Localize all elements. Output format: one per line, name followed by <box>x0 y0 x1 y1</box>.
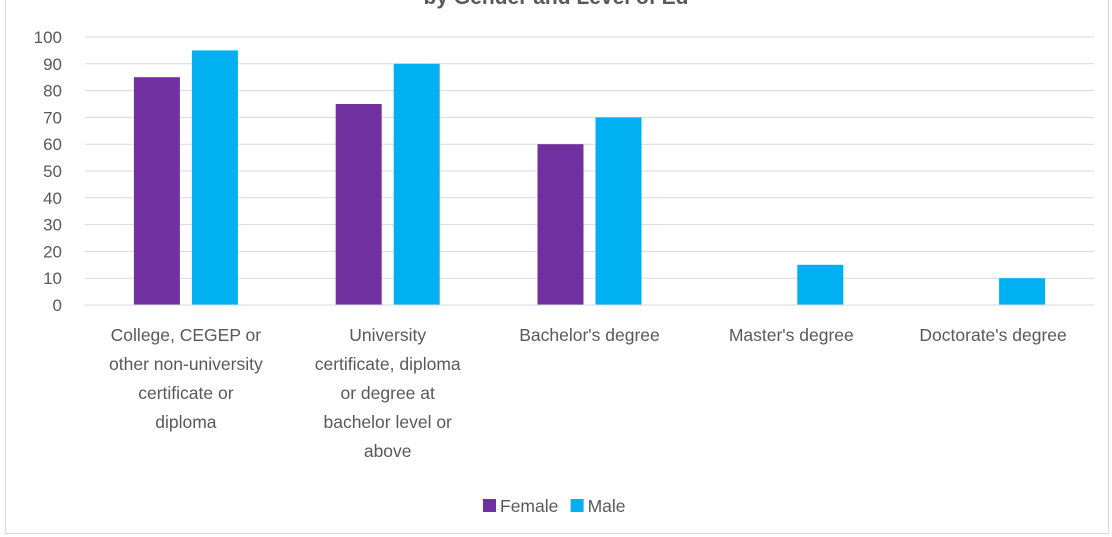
y-tick-label: 30 <box>43 216 62 235</box>
y-tick-label: 40 <box>43 189 62 208</box>
legend-swatch-female <box>483 499 496 512</box>
y-tick-label: 60 <box>43 135 62 154</box>
x-category-label: University <box>349 325 426 345</box>
bar-female <box>335 104 382 305</box>
y-tick-label: 20 <box>43 242 62 261</box>
chart-title: by Gender and Level of Ed <box>424 0 689 9</box>
chart-frame <box>5 0 1109 534</box>
x-category-label: Bachelor's degree <box>519 325 660 345</box>
x-category-label: College, CEGEP or <box>111 325 262 345</box>
x-category-label: certificate, diploma <box>315 354 461 374</box>
x-category-label: above <box>364 441 412 461</box>
bar-female <box>133 77 180 305</box>
bar-male <box>999 278 1046 305</box>
legend-label-female: Female <box>500 496 558 516</box>
bar-male <box>595 117 642 306</box>
x-category-label: or degree at <box>341 383 436 403</box>
legend-swatch-male <box>570 499 584 512</box>
bar-male <box>393 63 440 305</box>
x-category-label: Doctorate's degree <box>919 325 1066 345</box>
y-tick-label: 100 <box>34 28 62 47</box>
x-category-label: certificate or <box>138 383 233 403</box>
x-category-label: Master's degree <box>729 325 854 345</box>
bar-male <box>797 264 844 305</box>
bar-female <box>537 144 584 305</box>
y-tick-label: 50 <box>43 162 62 181</box>
y-tick-label: 0 <box>53 296 62 315</box>
x-category-label: diploma <box>155 412 217 432</box>
y-tick-label: 80 <box>43 82 62 101</box>
y-tick-label: 90 <box>43 55 62 74</box>
legend-label-male: Male <box>588 496 626 516</box>
x-category-label: other non-university <box>109 354 263 374</box>
y-tick-label: 70 <box>43 108 62 127</box>
bar-male <box>191 50 238 306</box>
y-tick-label: 10 <box>43 269 62 288</box>
x-category-label: bachelor level or <box>323 412 452 432</box>
